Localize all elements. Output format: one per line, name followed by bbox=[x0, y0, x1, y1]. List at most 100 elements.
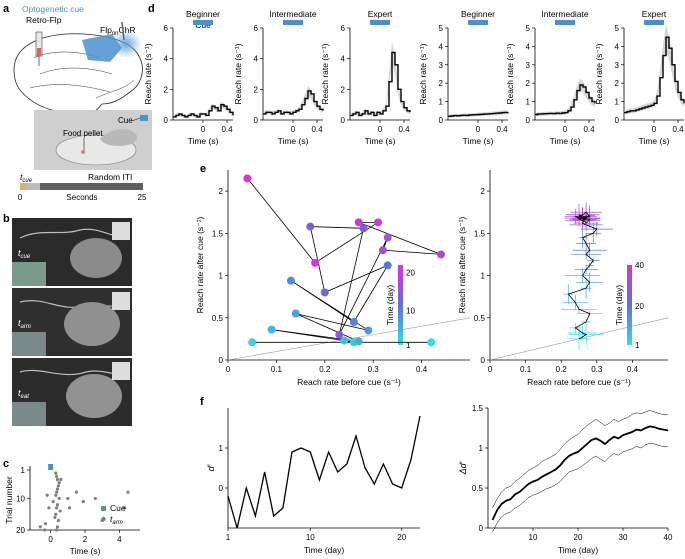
cue-label: Cue bbox=[118, 116, 133, 125]
raster-point bbox=[45, 493, 49, 497]
y-tick-label: 4 bbox=[439, 42, 444, 51]
cue-bar bbox=[193, 20, 213, 25]
frame-arm: tarm bbox=[12, 288, 132, 356]
x-tick-label: 0.3 bbox=[591, 365, 603, 374]
y-tick-label: 1.5 bbox=[212, 229, 224, 238]
raster-point bbox=[54, 471, 58, 475]
brain-schematic: Optogenetic cue Retro-Flp FlponChR bbox=[13, 4, 143, 115]
raster-point bbox=[126, 490, 130, 494]
subplot-title: Beginner bbox=[461, 9, 495, 19]
y-tick-label: 0 bbox=[615, 116, 620, 125]
y-tick-label: 0 bbox=[219, 484, 224, 493]
psth-line bbox=[263, 90, 324, 115]
subplot-title: Intermediate bbox=[541, 9, 589, 19]
y-tick-label: 2 bbox=[481, 187, 486, 196]
x-tick-label: 10 bbox=[306, 533, 315, 542]
y-tick-label: 1 bbox=[439, 98, 444, 107]
psth-line bbox=[448, 111, 509, 117]
day-point bbox=[286, 276, 295, 285]
cue-bar bbox=[555, 20, 575, 25]
pellet-label: Food pellet bbox=[63, 129, 103, 138]
x-tick-label: 0.2 bbox=[556, 365, 568, 374]
error-band bbox=[535, 78, 595, 117]
x-tick-label: 0 bbox=[291, 125, 296, 134]
y-tick-label: 1 bbox=[526, 98, 531, 107]
legend-cue-swatch bbox=[101, 506, 106, 511]
y-tick-label: 3 bbox=[439, 61, 444, 70]
y-tick-label: 1 bbox=[479, 444, 484, 453]
syringe-fill bbox=[37, 48, 41, 56]
apparatus-illustration: Cue Food pellet bbox=[34, 110, 152, 170]
raster-point bbox=[43, 522, 48, 526]
colorbar-tick-label: 40 bbox=[635, 261, 644, 270]
raster-point bbox=[51, 499, 55, 504]
cue-bar bbox=[283, 20, 303, 25]
y-tick-label: 4 bbox=[615, 42, 620, 51]
y-tick-label: 3 bbox=[526, 61, 531, 70]
trajectory-line bbox=[247, 178, 442, 343]
y-tick-label: 0 bbox=[254, 116, 259, 125]
x-tick-label: 30 bbox=[619, 533, 628, 542]
raster-point bbox=[67, 506, 72, 510]
opto-cue-title: Optogenetic cue bbox=[22, 4, 84, 14]
x-tick-label: 1 bbox=[226, 533, 231, 542]
y-tick-label: 5 bbox=[615, 24, 620, 33]
y-axis-label: Reach rate (s⁻¹) bbox=[505, 43, 515, 104]
y-axis-label: Δd′ bbox=[458, 461, 468, 475]
day-point bbox=[340, 336, 349, 345]
day-point bbox=[291, 309, 300, 318]
legend-cue-label: Cue bbox=[110, 503, 126, 513]
raster-point bbox=[59, 477, 63, 482]
raster-point bbox=[55, 528, 59, 532]
day-point bbox=[364, 326, 373, 335]
t-arm-frame-label: tarm bbox=[18, 318, 31, 330]
day-point bbox=[243, 174, 252, 183]
x-tick-label: 0.4 bbox=[311, 125, 323, 134]
frame-inset bbox=[12, 402, 46, 426]
y-axis-label: Reach rate after cue (s⁻¹) bbox=[195, 217, 205, 314]
day-point bbox=[374, 218, 383, 227]
day-point bbox=[311, 258, 320, 267]
y-tick-label: 0 bbox=[164, 116, 169, 125]
psth-line bbox=[535, 84, 596, 116]
day-point bbox=[359, 224, 368, 233]
x-tick-label: 0 bbox=[201, 125, 206, 134]
x-tick-label: 20 bbox=[574, 533, 583, 542]
timeline-seconds: Seconds bbox=[66, 193, 97, 202]
colorbar-tick-label: 10 bbox=[406, 307, 415, 316]
y-tick-label: 0 bbox=[481, 356, 486, 365]
x-tick-label: 0.4 bbox=[496, 125, 508, 134]
mean-line bbox=[491, 425, 669, 521]
raster-point bbox=[55, 525, 60, 529]
x-tick-label: 0.4 bbox=[583, 125, 595, 134]
y-tick-label: 1 bbox=[21, 466, 26, 475]
trial-timeline: tcue Random ITI 0 Seconds 25 bbox=[18, 172, 147, 202]
frame-icon bbox=[112, 362, 130, 380]
random-iti-label: Random ITI bbox=[88, 172, 132, 182]
subplot-title: Beginner bbox=[186, 9, 220, 19]
y-tick-label: 0 bbox=[526, 116, 531, 125]
x-tick-label: 0 bbox=[48, 535, 53, 544]
raster-point bbox=[56, 484, 60, 488]
day-point bbox=[349, 318, 358, 326]
y-tick-label: 3 bbox=[615, 61, 620, 70]
raster-point bbox=[74, 490, 79, 494]
frame-cue: tcue bbox=[12, 218, 132, 286]
x-tick-label: 2 bbox=[83, 535, 88, 544]
raster-point bbox=[57, 481, 61, 485]
y-tick-label: 4 bbox=[164, 55, 169, 64]
panel-label-d: d bbox=[148, 3, 155, 15]
panel-label-a: a bbox=[3, 3, 10, 15]
day-point bbox=[354, 218, 363, 227]
subplot-title: Intermediate bbox=[269, 9, 317, 19]
iti-period bbox=[40, 183, 143, 190]
subplot-title: Expert bbox=[368, 9, 393, 19]
colorbar-label: Time (day) bbox=[385, 285, 395, 325]
post-cue-period bbox=[26, 183, 40, 190]
